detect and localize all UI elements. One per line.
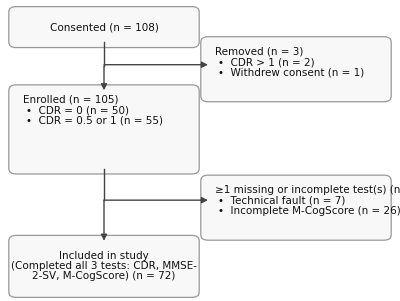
Text: •  Incomplete M-CogScore (n = 26): • Incomplete M-CogScore (n = 26)	[218, 206, 400, 216]
Text: Included in study: Included in study	[59, 251, 149, 262]
Text: Removed (n = 3): Removed (n = 3)	[215, 46, 304, 56]
Text: •  Technical fault (n = 7): • Technical fault (n = 7)	[218, 196, 345, 206]
Text: Consented (n = 108): Consented (n = 108)	[50, 22, 158, 32]
FancyBboxPatch shape	[9, 235, 199, 297]
FancyBboxPatch shape	[201, 175, 391, 240]
Text: Enrolled (n = 105): Enrolled (n = 105)	[23, 94, 119, 104]
Text: (Completed all 3 tests: CDR, MMSE-: (Completed all 3 tests: CDR, MMSE-	[11, 261, 197, 272]
Text: •  Withdrew consent (n = 1): • Withdrew consent (n = 1)	[218, 67, 364, 77]
Text: ≥1 missing or incomplete test(s) (n = 33): ≥1 missing or incomplete test(s) (n = 33…	[215, 185, 400, 194]
Text: 2-SV, M-CogScore) (n = 72): 2-SV, M-CogScore) (n = 72)	[32, 271, 176, 281]
Text: •  CDR = 0 (n = 50): • CDR = 0 (n = 50)	[26, 106, 129, 116]
FancyBboxPatch shape	[9, 85, 199, 174]
Text: •  CDR > 1 (n = 2): • CDR > 1 (n = 2)	[218, 57, 315, 67]
FancyBboxPatch shape	[201, 37, 391, 102]
Text: •  CDR = 0.5 or 1 (n = 55): • CDR = 0.5 or 1 (n = 55)	[26, 116, 163, 126]
FancyBboxPatch shape	[9, 7, 199, 48]
